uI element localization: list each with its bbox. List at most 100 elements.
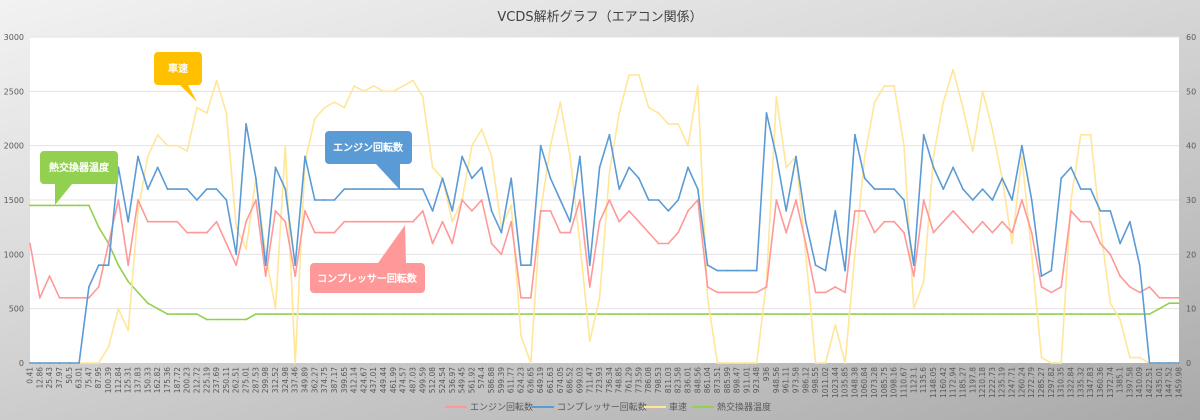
compressor-rpm-point: [372, 188, 375, 191]
heat-exchanger-temp-point: [804, 313, 807, 315]
speed-point: [785, 166, 788, 169]
x-tick-label: 399.65: [340, 367, 349, 393]
x-tick-label: 998.55: [811, 367, 820, 393]
speed-point: [215, 79, 218, 82]
heat-exchanger-temp-point: [510, 313, 513, 315]
compressor-rpm-point: [588, 264, 591, 267]
speed-point: [932, 155, 935, 158]
engine-rpm-point: [942, 220, 945, 223]
x-tick-label: 599.39: [497, 367, 506, 393]
speed-point: [863, 155, 866, 158]
compressor-rpm-point: [431, 209, 434, 212]
compressor-rpm-point: [745, 269, 748, 272]
engine-rpm-point: [579, 199, 581, 201]
heat-exchanger-temp-point: [146, 302, 149, 305]
y-tick-label: 3000: [4, 33, 24, 42]
compressor-rpm-point: [510, 177, 513, 180]
speed-point: [637, 74, 640, 76]
compressor-rpm-point: [254, 177, 257, 180]
x-tick-label: 1210.18: [978, 367, 987, 398]
x-tick-label: 499.59: [418, 367, 427, 393]
heat-exchanger-temp-point: [461, 313, 464, 315]
engine-rpm-point: [726, 291, 729, 294]
heat-exchanger-temp-point: [1030, 313, 1033, 315]
heat-exchanger-temp-point: [1099, 313, 1102, 315]
heat-exchanger-temp-point: [29, 204, 31, 207]
y2-tick-label: 20: [1186, 250, 1196, 259]
x-tick-label: 524.54: [438, 367, 447, 393]
heat-exchanger-temp-point: [667, 313, 670, 315]
heat-exchanger-temp-point: [706, 313, 709, 315]
legend-item-heat-exchanger-temp: 熱交換器温度: [692, 401, 771, 413]
compressor-rpm-point: [1040, 275, 1043, 277]
engine-rpm-point: [343, 220, 346, 223]
heat-exchanger-temp-point: [1060, 313, 1063, 315]
compressor-rpm-point: [922, 133, 925, 136]
x-tick-label: 50.5: [65, 367, 74, 384]
callout-speed-label: 車速: [168, 62, 188, 75]
x-tick-label: 487.03: [409, 367, 418, 393]
heat-exchanger-temp-point: [58, 204, 61, 207]
heat-exchanger-temp-point: [844, 313, 847, 315]
engine-rpm-point: [107, 242, 110, 245]
compressor-rpm-point: [323, 199, 326, 201]
compressor-rpm-point: [294, 264, 297, 267]
compressor-rpm-point: [264, 264, 267, 267]
speed-point: [922, 280, 925, 283]
speed-point: [775, 95, 778, 98]
x-tick-label: 561.92: [467, 367, 476, 393]
x-tick-label: 723.93: [595, 367, 604, 393]
speed-point: [1040, 356, 1043, 359]
x-tick-label: 387.17: [330, 367, 339, 393]
speed-point: [706, 296, 709, 299]
heat-exchanger-temp-point: [225, 318, 228, 321]
heat-exchanger-temp-point: [78, 204, 81, 207]
x-tick-label: 986.12: [801, 367, 810, 393]
speed-point: [873, 101, 876, 104]
engine-rpm-point: [706, 286, 709, 288]
heat-exchanger-temp-point: [559, 313, 562, 315]
speed-point: [510, 204, 513, 207]
heat-exchanger-temp-point: [647, 313, 650, 315]
compressor-rpm-point: [647, 199, 650, 201]
engine-rpm-point: [608, 199, 611, 201]
legend: エンジン回転数 コンプレッサー回転数 車速 熱交換器温度: [445, 401, 771, 413]
heat-exchanger-temp-point: [893, 313, 896, 315]
x-tick-label: 1160.42: [939, 367, 948, 398]
heat-exchanger-temp-point: [785, 313, 788, 315]
heat-exchanger-temp-point: [903, 313, 905, 315]
speed-point: [88, 362, 90, 364]
compressor-rpm-point: [137, 155, 139, 158]
engine-rpm-point: [353, 220, 355, 223]
engine-rpm-point: [755, 291, 758, 294]
heat-exchanger-temp-point: [991, 313, 994, 315]
x-tick-label: 1110.67: [900, 367, 909, 398]
speed-point: [166, 144, 169, 147]
x-tick-label: 1297.82: [1047, 367, 1056, 398]
engine-rpm-point: [962, 220, 964, 223]
compressor-rpm-point: [127, 220, 130, 223]
engine-rpm-point: [952, 209, 955, 212]
x-tick-label: 449.44: [379, 367, 388, 393]
engine-rpm-point: [441, 220, 444, 223]
heat-exchanger-temp-point: [68, 204, 71, 207]
speed-point: [186, 150, 189, 153]
x-tick-label: 1347.83: [1086, 367, 1095, 398]
compressor-rpm-point: [1050, 269, 1053, 272]
x-tick-label: 586.88: [487, 367, 496, 393]
x-tick-label: 611.77: [507, 367, 516, 393]
heat-exchanger-temp-point: [696, 313, 699, 315]
engine-rpm-point: [451, 242, 454, 245]
engine-rpm-point: [294, 275, 297, 277]
engine-rpm-point: [431, 242, 434, 245]
heat-exchanger-temp-point: [156, 307, 159, 310]
compressor-rpm-point: [539, 144, 542, 147]
x-tick-label: 624.23: [517, 367, 526, 393]
heat-exchanger-temp-point: [637, 313, 640, 315]
engine-rpm-point: [804, 242, 807, 245]
speed-point: [1128, 356, 1131, 359]
engine-rpm-point: [539, 209, 542, 212]
heat-exchanger-temp-point: [745, 313, 748, 315]
heat-exchanger-temp-point: [343, 313, 346, 315]
